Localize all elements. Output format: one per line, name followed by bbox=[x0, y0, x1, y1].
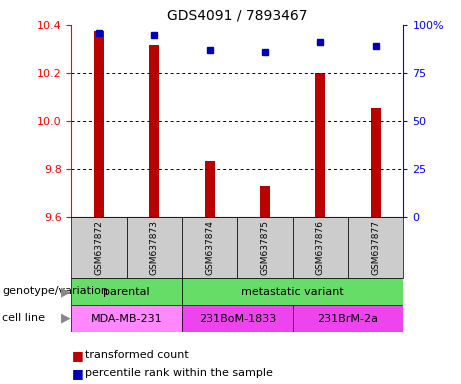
Bar bbox=[71, 305, 182, 332]
Text: genotype/variation: genotype/variation bbox=[2, 286, 108, 296]
Text: GSM637873: GSM637873 bbox=[150, 220, 159, 275]
Bar bbox=[348, 217, 403, 278]
Text: ▶: ▶ bbox=[61, 285, 71, 298]
Text: transformed count: transformed count bbox=[85, 350, 189, 360]
Bar bbox=[205, 161, 215, 217]
Text: ■: ■ bbox=[71, 367, 83, 380]
Bar bbox=[71, 278, 182, 305]
Text: parental: parental bbox=[103, 287, 150, 297]
Bar bbox=[237, 217, 293, 278]
Bar bbox=[182, 217, 237, 278]
Bar bbox=[127, 217, 182, 278]
Bar bbox=[371, 108, 381, 217]
Bar bbox=[260, 186, 270, 217]
Bar bbox=[182, 278, 403, 305]
Bar bbox=[293, 305, 403, 332]
Text: MDA-MB-231: MDA-MB-231 bbox=[91, 314, 163, 324]
Text: GSM637872: GSM637872 bbox=[95, 220, 104, 275]
Bar bbox=[94, 31, 104, 217]
Text: ■: ■ bbox=[71, 349, 83, 362]
Bar bbox=[71, 217, 127, 278]
Text: GSM637874: GSM637874 bbox=[205, 220, 214, 275]
Text: percentile rank within the sample: percentile rank within the sample bbox=[85, 368, 273, 378]
Text: metastatic variant: metastatic variant bbox=[242, 287, 344, 297]
Title: GDS4091 / 7893467: GDS4091 / 7893467 bbox=[167, 8, 307, 22]
Bar bbox=[293, 217, 348, 278]
Bar bbox=[149, 45, 160, 217]
Bar bbox=[182, 305, 293, 332]
Text: ▶: ▶ bbox=[61, 312, 71, 325]
Bar bbox=[315, 73, 325, 217]
Text: cell line: cell line bbox=[2, 313, 45, 323]
Text: GSM637876: GSM637876 bbox=[316, 220, 325, 275]
Text: GSM637877: GSM637877 bbox=[371, 220, 380, 275]
Text: 231BrM-2a: 231BrM-2a bbox=[318, 314, 378, 324]
Text: 231BoM-1833: 231BoM-1833 bbox=[199, 314, 276, 324]
Text: GSM637875: GSM637875 bbox=[260, 220, 270, 275]
